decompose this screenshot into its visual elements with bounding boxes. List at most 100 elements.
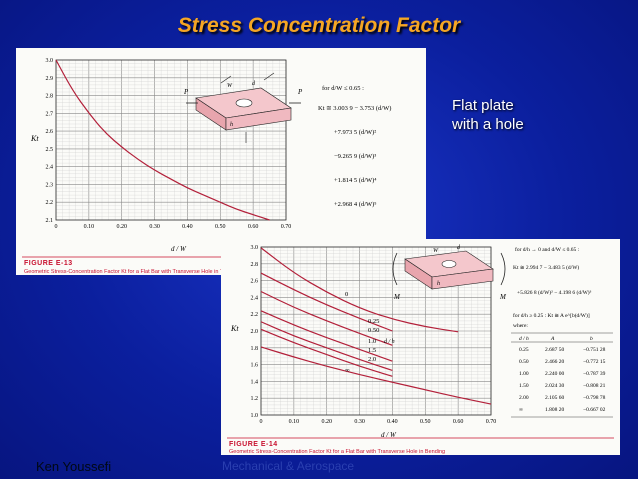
table-cell: 0.25 (519, 347, 529, 353)
table-cell: 1.00 (519, 371, 529, 377)
e13-formula-for: for d/W ≤ 0.65 : (322, 85, 364, 92)
e14-plate-diagram: M M W d h (392, 245, 507, 301)
table-cell: 2.687 50 (545, 347, 565, 353)
e14-curve-labels: 0 0.25 0.50 1.0 1.5 2.0 ∞ (345, 291, 379, 374)
series-line (260, 272, 393, 332)
x-tick-label: 0.70 (486, 419, 497, 425)
footer-department: Mechanical & Aerospace (222, 459, 355, 473)
table-header-a: A (550, 336, 555, 342)
e13-curves (55, 59, 270, 221)
table-cell: 1.50 (519, 383, 529, 389)
e14-diagram-label-m-left: M (393, 293, 401, 301)
table-header-dh: d / h (519, 336, 529, 342)
e13-formula-line: +1.814 5 (d/W)⁴ (334, 177, 377, 184)
x-tick-label: 0.60 (453, 419, 464, 425)
x-tick-label: 0 (55, 224, 58, 230)
curve-label: ∞ (345, 367, 350, 374)
x-tick-label: 0.30 (149, 224, 160, 230)
y-tick-label: 2.1 (46, 218, 54, 224)
table-cell: −0.751 28 (583, 347, 606, 353)
e14-diagram-label-h: h (437, 281, 440, 287)
figure-e13: 2.1 2.2 2.3 2.4 2.5 2.6 2.7 2.8 2.9 3.0 0 0.10 0.20… (16, 48, 426, 275)
y-tick-label: 1.2 (251, 396, 259, 402)
y-tick-label: 2.9 (46, 76, 54, 82)
e13-diagram-label-p-right: P (297, 88, 303, 96)
x-tick-label: 0.70 (281, 224, 292, 230)
y-tick-label: 2.4 (46, 165, 54, 171)
curve-label: 1.5 (368, 347, 376, 354)
y-tick-label: 2.2 (251, 312, 259, 318)
e13-caption: Geometric Stress-Concentration Factor Kt… (24, 269, 239, 275)
flat-plate-note: Flat plate with a hole (452, 96, 524, 134)
e14-x-ticks: 0 0.10 0.20 0.30 0.40 0.50 0.60 0.70 (260, 419, 497, 425)
e14-formula-line: +5.826 8 (d/W)² − 4.198 6 (d/W)³ (517, 289, 592, 296)
table-cell: −0.772 15 (583, 359, 606, 365)
e14-formula-line: Kt ≅ 2.994 7 − 3.483 5 (d/W) (513, 264, 579, 271)
e14-diagram-label-w: W (433, 248, 439, 254)
y-tick-label: 3.0 (46, 58, 54, 64)
y-tick-label: 2.4 (251, 295, 259, 301)
series-line (260, 290, 393, 346)
e14-y-ticks: 1.0 1.2 1.4 1.6 1.8 2.0 2.2 2.4 2.6 2.8 3.0 (251, 245, 259, 419)
e13-formula-line: +7.973 5 (d/W)² (334, 129, 376, 136)
note-line-2: with a hole (452, 116, 524, 133)
y-tick-label: 2.3 (46, 182, 54, 188)
e13-figure-label: FIGURE E-13 (24, 260, 73, 267)
x-tick-label: 0.40 (387, 419, 398, 425)
e13-ylabel: Kt (30, 134, 39, 143)
figure-e14-svg: 1.01.21.41.61.82.02.22.42.62.83.0 0 0.10 0… (227, 245, 614, 455)
table-header-b: b (590, 336, 593, 342)
table-cell: 2.466 20 (545, 359, 565, 365)
e14-formulas: for d/h → 0 and d/W ≤ 0.65 : Kt ≅ 2.994 … (513, 246, 592, 329)
e14-dh-label: d / h (384, 339, 395, 345)
x-tick-label: 0 (260, 419, 263, 425)
y-tick-label: 1.6 (251, 363, 259, 369)
plot-frame (260, 246, 492, 416)
series-line (55, 59, 270, 221)
table-cell: 0.50 (519, 359, 529, 365)
figure-e13-svg: 2.1 2.2 2.3 2.4 2.5 2.6 2.7 2.8 2.9 3.0 0 0.10 0.20… (22, 58, 420, 275)
table-cell: −0.808 21 (583, 383, 606, 389)
x-tick-label: 0.10 (289, 419, 300, 425)
table-cell: 2.240 00 (545, 371, 565, 377)
table-cell: 2.105 60 (545, 395, 565, 401)
x-tick-label: 0.10 (84, 224, 95, 230)
e13-grid (55, 59, 287, 221)
e14-caption: Geometric Stress-Concentration Factor Kt… (229, 449, 445, 455)
y-tick-label: 2.2 (46, 200, 54, 206)
e13-diagram-label-p-left: P (183, 88, 189, 96)
e14-diagram-label-m-right: M (499, 293, 507, 301)
e14-curves (260, 247, 492, 405)
series-line (260, 346, 492, 405)
note-line-1: Flat plate (452, 97, 514, 114)
e13-formula-line: Kt ≅ 3.003 9 − 3.753 (d/W) (318, 105, 391, 112)
y-tick-label: 2.5 (46, 147, 54, 153)
series-line (260, 321, 393, 372)
e13-formula-line: −9.265 9 (d/W)³ (334, 153, 376, 160)
e14-diagram-label-d: d (457, 245, 461, 251)
e13-xlabel: d / W (171, 245, 187, 253)
e13-diagram-label-w: W (227, 83, 233, 89)
e13-formula-line: +2.968 4 (d/W)⁵ (334, 201, 377, 208)
y-tick-label: 1.8 (251, 346, 259, 352)
curve-label: 0.50 (368, 327, 379, 334)
y-tick-label: 2.8 (251, 262, 259, 268)
slide-title: Stress Concentration Factor (177, 14, 461, 37)
x-tick-label: 0.60 (248, 224, 259, 230)
e13-diagram-label-d: d (252, 81, 256, 87)
e13-y-ticks: 2.1 2.2 2.3 2.4 2.5 2.6 2.7 2.8 2.9 3.0 (46, 58, 54, 224)
e13-formulas: for d/W ≤ 0.65 : Kt ≅ 3.003 9 − 3.753 (d… (318, 85, 391, 208)
table-cell: −0.798 78 (583, 395, 606, 401)
table-cell: −0.667 02 (583, 407, 606, 413)
x-tick-label: 0.20 (116, 224, 127, 230)
figure-e14: 1.0 1.2 1.4 1.6 1.8 2.0 2.2 2.4 2.6 2.8 3.0 0 0.10 0… (221, 239, 620, 455)
e14-formula-line: for d/h → 0 and d/W ≤ 0.65 : (515, 246, 580, 253)
series-line (260, 247, 459, 333)
x-tick-label: 0.50 (420, 419, 431, 425)
e13-plate-diagram: P P W d h (183, 72, 303, 143)
e14-formula-line: where: (513, 323, 528, 329)
table-cell: 2.024 30 (545, 383, 565, 389)
curve-label: 2.0 (368, 356, 376, 363)
series-line (260, 310, 393, 362)
